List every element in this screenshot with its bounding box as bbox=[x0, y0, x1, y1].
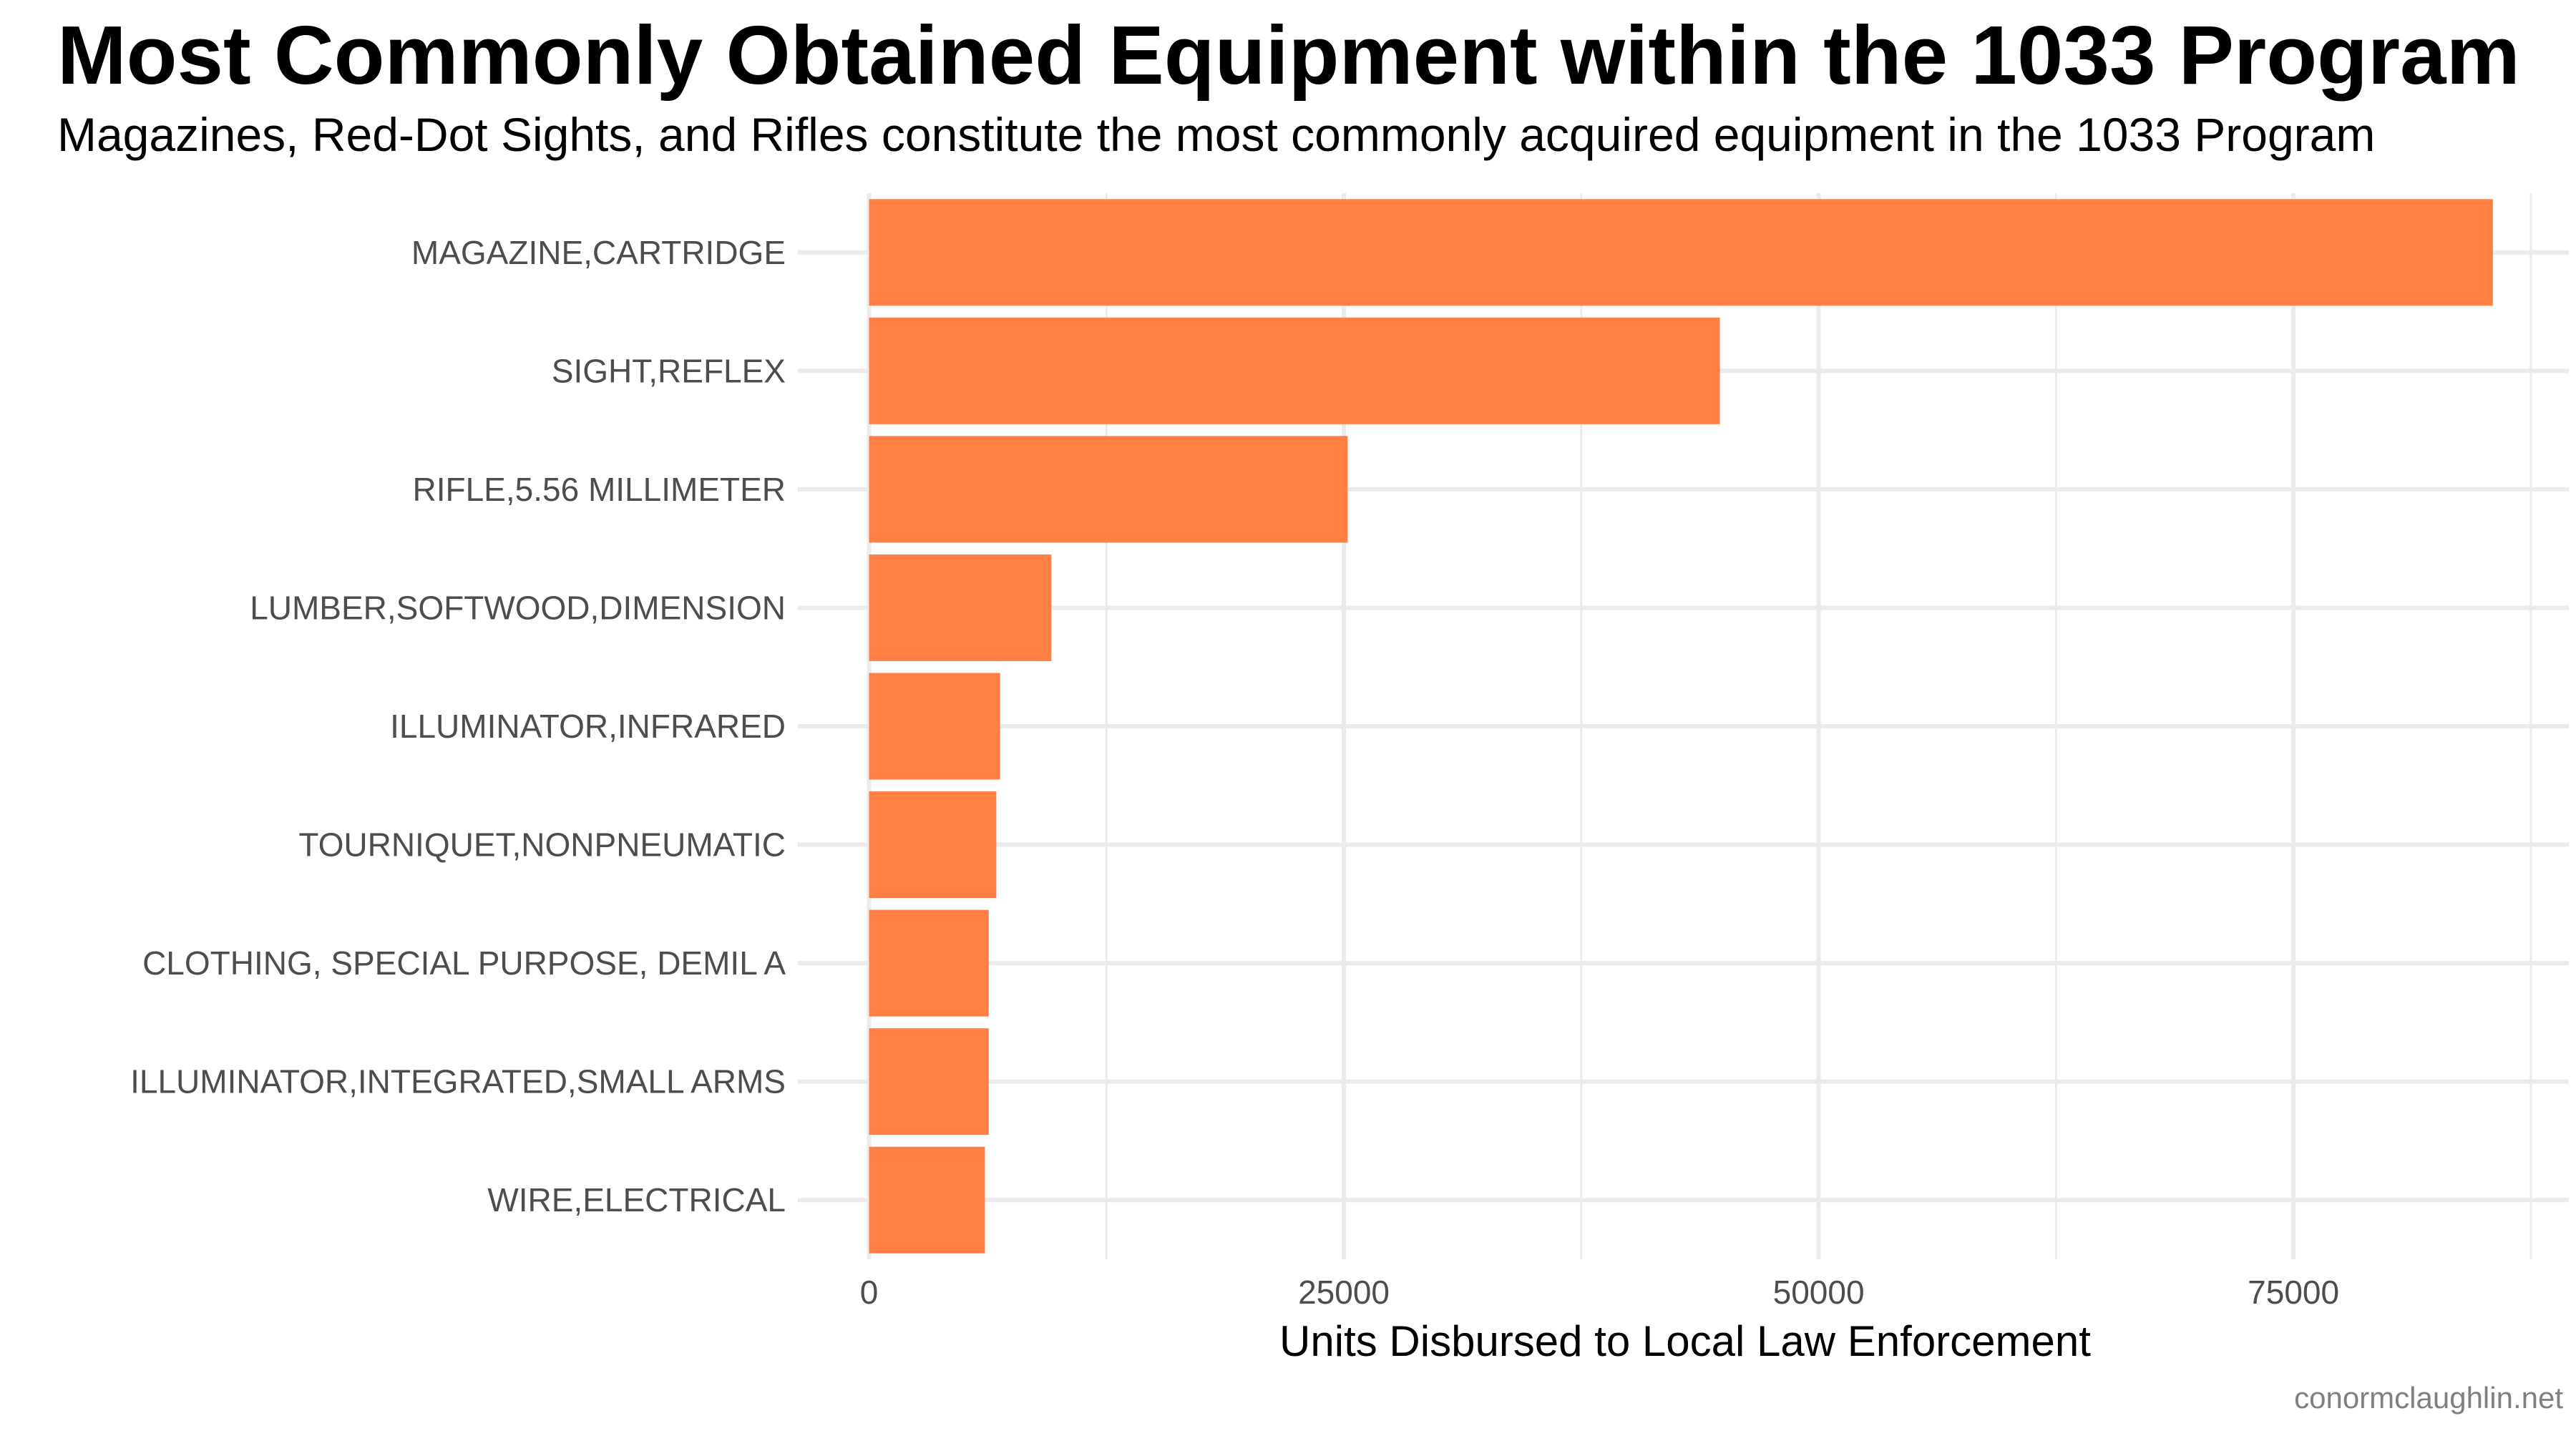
bar bbox=[869, 436, 1348, 543]
x-tick-label: 75000 bbox=[2248, 1274, 2339, 1311]
category-labels: MAGAZINE,CARTRIDGE SIGHT,REFLEX RIFLE,5.56… bbox=[130, 234, 786, 1218]
category-label: MAGAZINE,CARTRIDGE bbox=[411, 234, 786, 271]
x-tick-label: 0 bbox=[860, 1274, 879, 1311]
bar bbox=[869, 317, 1720, 424]
category-label: CLOTHING, SPECIAL PURPOSE, DEMIL A bbox=[142, 944, 786, 982]
category-label: LUMBER,SOFTWOOD,DIMENSION bbox=[250, 589, 786, 626]
chart-subtitle: Magazines, Red-Dot Sights, and Rifles co… bbox=[57, 108, 2376, 161]
category-label: TOURNIQUET,NONPNEUMATIC bbox=[298, 826, 786, 864]
bar bbox=[869, 199, 2493, 306]
bars bbox=[869, 199, 2493, 1254]
category-label: ILLUMINATOR,INTEGRATED,SMALL ARMS bbox=[130, 1063, 786, 1100]
category-label: WIRE,ELECTRICAL bbox=[487, 1181, 786, 1218]
source-credit: conormclaughlin.net bbox=[2294, 1381, 2563, 1415]
bar bbox=[869, 791, 997, 899]
x-tick-labels: 0 25000 50000 75000 bbox=[860, 1274, 2339, 1311]
bar bbox=[869, 1028, 989, 1135]
x-tick-label: 25000 bbox=[1298, 1274, 1390, 1311]
bar bbox=[869, 1146, 985, 1254]
category-label: RIFLE,5.56 MILLIMETER bbox=[413, 471, 786, 508]
bar bbox=[869, 673, 1000, 780]
bar bbox=[869, 554, 1052, 661]
category-label: ILLUMINATOR,INFRARED bbox=[390, 708, 786, 745]
x-axis-title: Units Disbursed to Local Law Enforcement bbox=[1279, 1317, 2091, 1365]
x-tick-label: 50000 bbox=[1773, 1274, 1865, 1311]
chart-title: Most Commonly Obtained Equipment within … bbox=[57, 9, 2520, 102]
category-label: SIGHT,REFLEX bbox=[552, 352, 786, 389]
bar bbox=[869, 909, 989, 1017]
